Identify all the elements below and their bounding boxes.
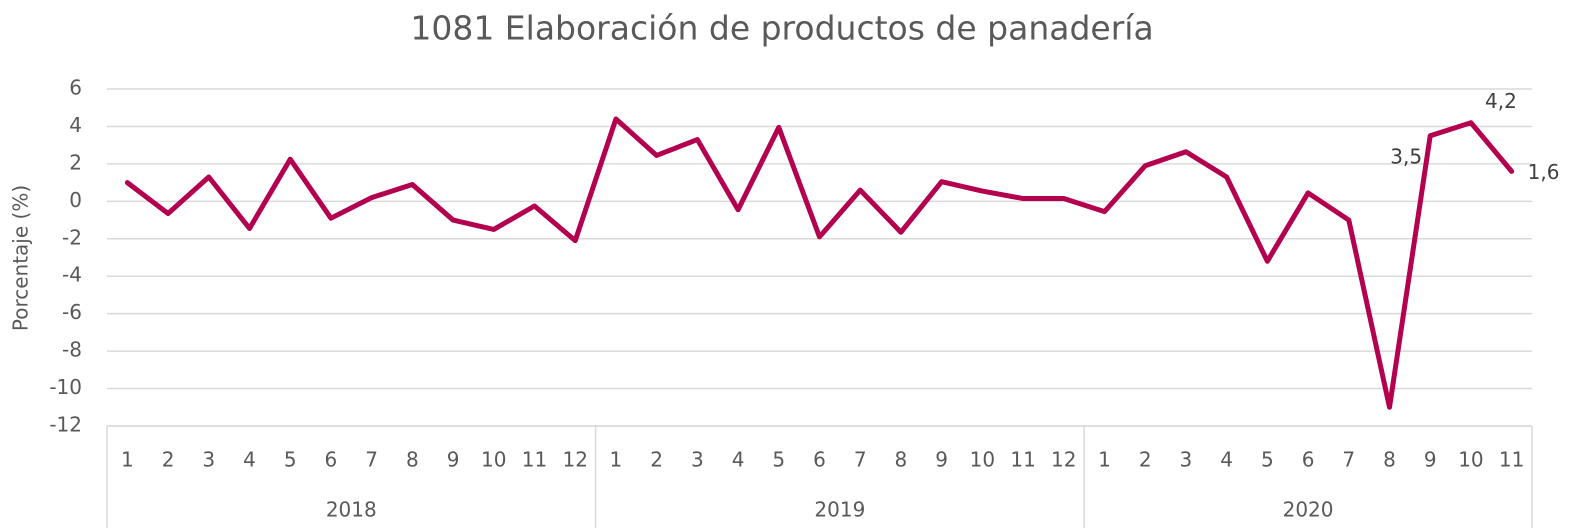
y-tick-label: 2 bbox=[69, 150, 82, 174]
x-tick-label: 9 bbox=[1424, 448, 1437, 472]
x-tick-label: 6 bbox=[1302, 448, 1315, 472]
x-tick-label: 2 bbox=[1139, 448, 1152, 472]
x-tick-label: 3 bbox=[202, 448, 215, 472]
y-tick-label: -12 bbox=[49, 413, 82, 437]
y-tick-label: -10 bbox=[49, 375, 82, 399]
x-tick-label: 5 bbox=[284, 448, 297, 472]
x-tick-label: 7 bbox=[854, 448, 867, 472]
x-tick-label: 1 bbox=[121, 448, 134, 472]
y-tick-label: -4 bbox=[62, 263, 82, 287]
x-tick-label: 4 bbox=[243, 448, 256, 472]
x-tick-label: 12 bbox=[1051, 448, 1076, 472]
x-tick-label: 4 bbox=[1220, 448, 1233, 472]
x-tick-label: 1 bbox=[610, 448, 623, 472]
x-tick-label: 9 bbox=[935, 448, 948, 472]
y-tick-label: 4 bbox=[69, 113, 82, 137]
x-tick-label: 8 bbox=[1383, 448, 1396, 472]
data-line bbox=[124, 116, 1515, 410]
x-tick-label: 11 bbox=[1499, 448, 1524, 472]
chart-title: 1081 Elaboración de productos de panader… bbox=[410, 9, 1153, 48]
x-tick-label: 6 bbox=[813, 448, 826, 472]
y-axis-title: Porcentaje (%) bbox=[9, 185, 33, 331]
x-tick-label: 4 bbox=[732, 448, 745, 472]
x-tick-label: 10 bbox=[1458, 448, 1483, 472]
group-label: 2020 bbox=[1283, 498, 1334, 522]
group-label: 2018 bbox=[326, 498, 377, 522]
y-tick-label: 0 bbox=[69, 188, 82, 212]
x-tick-label: 8 bbox=[406, 448, 419, 472]
x-tick-label: 11 bbox=[522, 448, 547, 472]
x-tick-label: 7 bbox=[365, 448, 378, 472]
group-label: 2019 bbox=[814, 498, 865, 522]
data-label: 1,6 bbox=[1528, 160, 1560, 184]
x-tick-label: 2 bbox=[162, 448, 175, 472]
data-label: 3,5 bbox=[1390, 144, 1422, 168]
y-tick-label: -8 bbox=[62, 338, 82, 362]
x-tick-label: 10 bbox=[970, 448, 995, 472]
y-tick-label: -6 bbox=[62, 300, 82, 324]
x-tick-label: 9 bbox=[447, 448, 460, 472]
data-label: 4,2 bbox=[1485, 89, 1517, 113]
x-tick-label: 2 bbox=[650, 448, 663, 472]
x-tick-label: 7 bbox=[1342, 448, 1355, 472]
x-tick-label: 12 bbox=[562, 448, 587, 472]
y-tick-label: 6 bbox=[69, 76, 82, 100]
x-tick-label: 5 bbox=[772, 448, 785, 472]
x-tick-label: 6 bbox=[325, 448, 338, 472]
x-tick-label: 3 bbox=[691, 448, 704, 472]
x-tick-label: 1 bbox=[1098, 448, 1111, 472]
x-tick-label: 10 bbox=[481, 448, 506, 472]
x-tick-label: 5 bbox=[1261, 448, 1274, 472]
y-tick-label: -2 bbox=[62, 225, 82, 249]
x-tick-label: 8 bbox=[895, 448, 908, 472]
x-tick-label: 11 bbox=[1010, 448, 1035, 472]
x-tick-label: 3 bbox=[1180, 448, 1193, 472]
